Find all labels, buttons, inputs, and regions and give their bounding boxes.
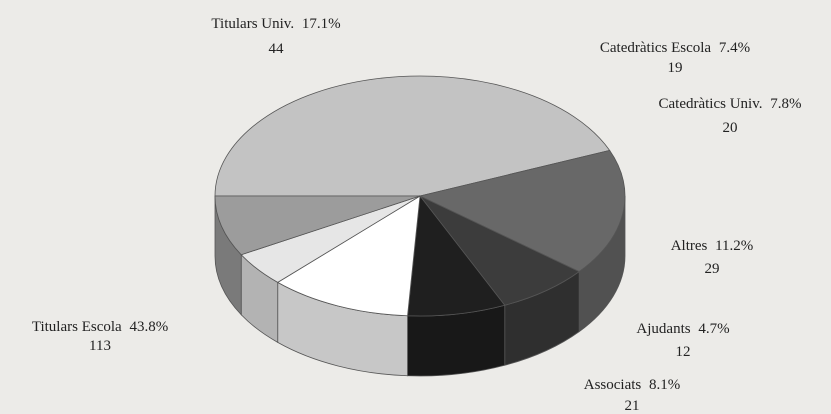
value-catedratics-escola: 19	[668, 60, 683, 76]
label-catedratics-univ-percent: 7.8%	[770, 96, 801, 112]
label-associats: Associats 8.1%	[584, 377, 681, 393]
value-altres: 29	[705, 261, 720, 277]
label-titulars-escola-percent: 43.8%	[129, 319, 168, 335]
label-altres: Altres 11.2%	[671, 238, 754, 254]
label-ajudants: Ajudants 4.7%	[636, 321, 729, 337]
label-altres-percent: 11.2%	[715, 238, 753, 254]
value-ajudants: 12	[676, 344, 691, 360]
label-catedratics-univ: Catedràtics Univ. 7.8%	[659, 96, 802, 112]
pie-slice-titulars-escola	[214, 75, 611, 197]
label-catedratics-univ-name: Catedràtics Univ.	[659, 96, 763, 112]
label-titulars-escola: Titulars Escola 43.8%	[32, 319, 168, 335]
label-titulars-univ: Titulars Univ. 17.1%	[211, 16, 340, 32]
pie-slice-altres	[276, 195, 421, 317]
pie-slice-associats	[214, 195, 421, 256]
label-associats-name: Associats	[584, 377, 642, 393]
value-associats: 21	[625, 398, 640, 414]
pie-slice-titulars-univ	[418, 149, 626, 273]
label-ajudants-name: Ajudants	[636, 321, 690, 337]
pie-tops	[214, 75, 626, 317]
value-catedratics-univ: 20	[723, 120, 738, 136]
label-associats-percent: 8.1%	[649, 377, 680, 393]
label-catedratics-escola-percent: 7.4%	[719, 40, 750, 56]
label-titulars-univ-percent: 17.1%	[302, 16, 341, 32]
label-catedratics-escola-name: Catedràtics Escola	[600, 40, 712, 56]
value-titulars-escola: 113	[89, 338, 111, 354]
label-titulars-escola-name: Titulars Escola	[32, 319, 122, 335]
label-altres-name: Altres	[671, 238, 708, 254]
value-titulars-univ: 44	[269, 41, 285, 57]
pie-slice-catedratics-univ	[407, 194, 506, 317]
label-catedratics-escola: Catedràtics Escola 7.4%	[600, 40, 750, 56]
label-titulars-univ-name: Titulars Univ.	[211, 16, 294, 32]
label-ajudants-percent: 4.7%	[698, 321, 729, 337]
